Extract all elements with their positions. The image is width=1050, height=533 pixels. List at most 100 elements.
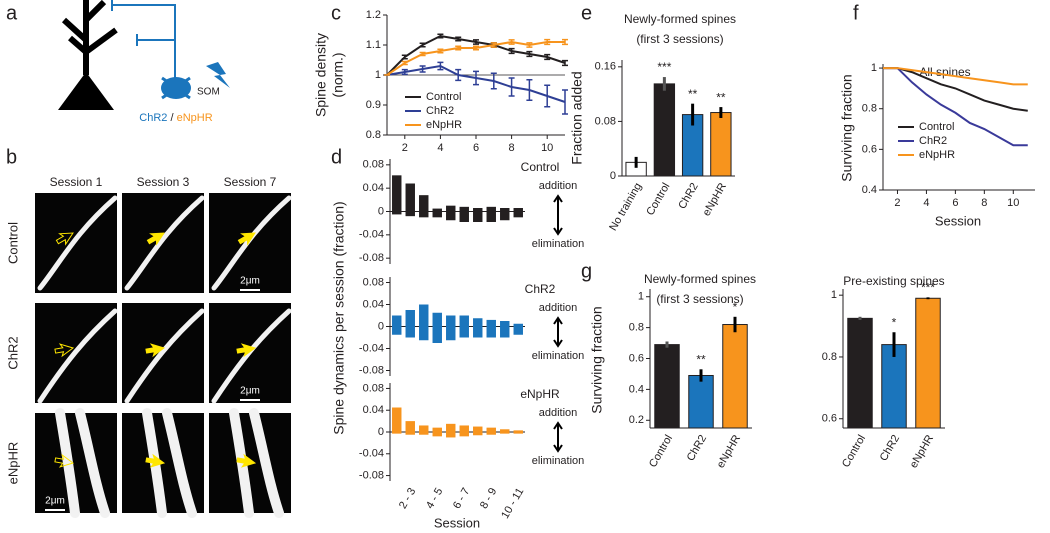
legend-label: eNpHR [919,149,955,161]
bar [473,432,483,436]
annotation: addition [539,180,578,192]
x-tick-label: eNpHR [701,181,729,218]
bar [459,211,469,222]
bar [486,427,496,432]
bar [405,421,415,432]
arrow [236,343,257,358]
bar [653,83,676,177]
x-tick-label: 6 [952,197,958,209]
annotation-arrow [553,194,563,236]
bar [513,432,523,434]
bar [392,407,402,432]
bar [419,195,429,212]
y-axis-label: Spine dynamics per session (fraction) [331,201,347,434]
y-tick-label: 0 [378,205,384,217]
y-tick-label: -0.08 [359,364,384,376]
x-tick-label: 2 - 3 [397,486,418,511]
significance: ** [716,90,726,104]
x-tick-label: 10 - 11 [499,486,526,521]
y-tick-label: 0 [378,426,384,438]
row-label: ChR2 [5,336,20,369]
annotation: elimination [532,350,585,362]
error-bar [401,54,408,60]
bar [500,326,510,338]
error-bar [562,89,568,115]
bar [500,211,510,221]
error-bar [473,70,479,86]
bar [405,310,415,327]
significance: ** [688,87,698,101]
panel-letter: f [853,2,859,24]
bar [459,425,469,432]
x-tick-label: 4 [437,142,443,154]
y-tick-label: 0.4 [629,383,644,395]
bar [432,326,442,343]
y-axis-label: (norm.) [330,52,346,97]
error-bar [437,48,444,54]
bar [405,432,415,435]
bar [432,208,442,212]
y-axis-label: Surviving fraction [839,74,855,181]
panel-letter: a [6,2,18,24]
x-tick-label: ChR2 [878,433,902,463]
bar [513,326,523,335]
x-tick-label: 2 [894,197,900,209]
x-tick-label: 4 - 5 [424,486,445,511]
y-tick-label: 0.4 [862,184,877,196]
chart-title: Newly-formed spines [624,12,736,26]
bar [513,208,523,212]
bar [446,211,456,221]
y-tick-label: -0.04 [359,342,384,354]
image-grid: Session 1 Session 3 Session 7 Control Ch… [5,175,276,484]
panel-letter: b [6,146,17,168]
y-tick-label: 0.16 [595,61,616,73]
y-tick-label: 0.6 [822,413,837,425]
y-tick-label: 0.04 [363,298,384,310]
bar [513,323,523,327]
y-tick-label: 0.08 [363,159,384,171]
x-tick-label: 8 [981,197,987,209]
annotation: elimination [532,455,585,467]
bar [419,432,429,435]
series-line [883,67,1028,112]
annotation-arrow [553,421,563,453]
arrow [54,343,75,358]
x-tick-label: ChR2 [685,433,709,463]
x-tick-label: 2 [402,142,408,154]
light-bolt [206,62,230,88]
bar [486,206,496,212]
y-tick-label: 0.8 [629,322,644,334]
error-bar [455,68,462,82]
bar [405,326,415,338]
y-tick-label: 1 [871,62,877,74]
dendrite [37,308,118,404]
y-tick-label: 0.8 [366,129,381,141]
error-bar [544,53,551,61]
bar [486,211,496,222]
bar [392,326,402,335]
bar [915,297,941,429]
panel-letter: c [331,2,341,24]
x-tick-label: eNpHR [715,433,743,470]
neuron-soma [58,72,114,110]
bar [513,430,523,432]
chart-title: eNpHR [520,387,560,401]
bar [473,326,483,338]
y-tick-label: 0.6 [862,143,877,155]
chart-title: Control [521,160,560,174]
bar [710,112,732,177]
bar [500,432,510,434]
bar [500,429,510,432]
x-axis-label: Session [434,515,480,530]
y-axis-label: Fraction added [569,71,585,164]
bar [881,344,907,429]
x-tick-label: 8 [509,142,515,154]
error-bar [508,77,515,97]
legend-label: Control [919,121,954,133]
arrow [237,232,256,246]
y-tick-label: 1 [831,289,837,301]
y-tick-label: 0.08 [363,382,384,394]
error-bar [544,38,551,46]
y-tick-label: -0.04 [359,229,384,241]
bar [419,304,429,327]
